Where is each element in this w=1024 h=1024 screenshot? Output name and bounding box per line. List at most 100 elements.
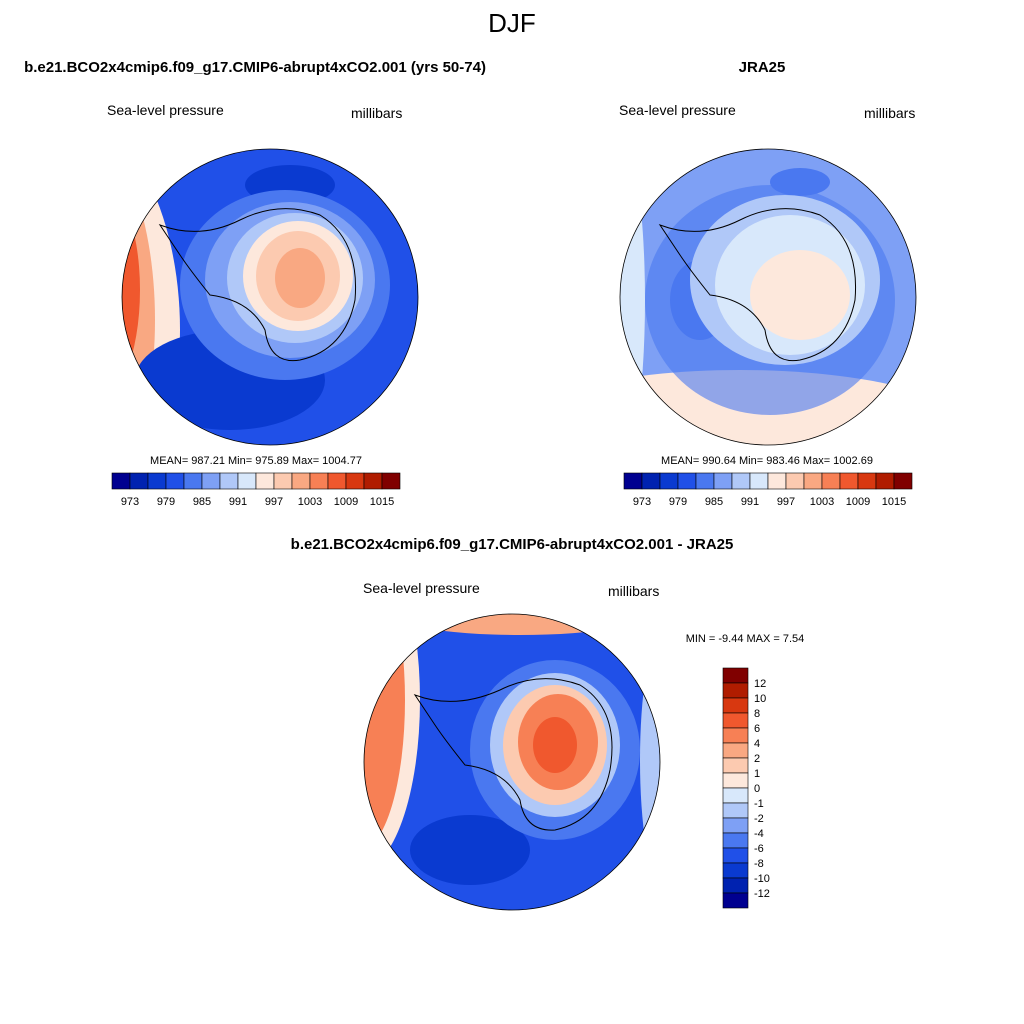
- colorbar-label: 997: [265, 496, 283, 508]
- colorbar-label: 0: [754, 783, 760, 795]
- colorbar-box: [875, 472, 895, 490]
- colorbar-box: [722, 817, 749, 834]
- colorbar-label: 1: [754, 768, 760, 780]
- colorbar-box: [722, 832, 749, 849]
- colorbar-label: 1003: [298, 496, 322, 508]
- colorbar-label: 6: [754, 723, 760, 735]
- colorbar-box: [309, 472, 329, 490]
- colorbar-label: 8: [754, 708, 760, 720]
- colorbar: 973 979 985 991 997 1003 1009 1015: [111, 472, 401, 508]
- colorbar-box: [722, 847, 749, 864]
- colorbar-box: [803, 472, 823, 490]
- colorbar-box: [273, 472, 293, 490]
- colorbar-label: 1003: [810, 496, 834, 508]
- colorbar-box: [201, 472, 221, 490]
- colorbar-box: [893, 472, 913, 490]
- colorbar-box: [641, 472, 661, 490]
- colorbar-box: [722, 712, 749, 729]
- panel-title: b.e21.BCO2x4cmip6.f09_g17.CMIP6-abrupt4x…: [291, 536, 734, 553]
- map-border: [121, 148, 419, 446]
- unit-label: millibars: [608, 583, 659, 599]
- colorbar-label: 1009: [334, 496, 358, 508]
- colorbar-box: [695, 472, 715, 490]
- colorbar-label: 979: [669, 496, 687, 508]
- colorbar: 973 979 985 991 997 1003 1009 1015: [623, 472, 913, 508]
- colorbar-label: 1015: [882, 496, 906, 508]
- colorbar-label: -8: [754, 858, 764, 870]
- colorbar-label: 4: [754, 738, 760, 750]
- colorbar-box: [659, 472, 679, 490]
- colorbar-box: [839, 472, 859, 490]
- colorbar-box: [722, 892, 749, 909]
- panel-title: JRA25: [739, 59, 786, 76]
- colorbar-box: [722, 727, 749, 744]
- colorbar-label: 991: [229, 496, 247, 508]
- map: [122, 149, 418, 445]
- colorbar-box: [749, 472, 769, 490]
- variable-label: Sea-level pressure: [107, 102, 224, 118]
- colorbar-box: [183, 472, 203, 490]
- colorbar-box: [381, 472, 401, 490]
- colorbar-box: [722, 742, 749, 759]
- colorbar-box: [363, 472, 383, 490]
- colorbar-label: 991: [741, 496, 759, 508]
- colorbar-label: 973: [633, 496, 651, 508]
- colorbar-box: [147, 472, 167, 490]
- colorbar-label: -4: [754, 828, 764, 840]
- variable-label: Sea-level pressure: [619, 102, 736, 118]
- colorbar-box: [219, 472, 239, 490]
- colorbar-label: 979: [157, 496, 175, 508]
- colorbar-box: [237, 472, 257, 490]
- colorbar-box: [327, 472, 347, 490]
- colorbar-box: [129, 472, 149, 490]
- colorbar-box: [722, 877, 749, 894]
- colorbar-label: 985: [705, 496, 723, 508]
- colorbar-label: -6: [754, 843, 764, 855]
- colorbar-label: 985: [193, 496, 211, 508]
- colorbar-label: -10: [754, 873, 770, 885]
- colorbar-box: [722, 667, 749, 684]
- colorbar-box: [722, 862, 749, 879]
- unit-label: millibars: [351, 105, 402, 121]
- colorbar-box: [677, 472, 697, 490]
- colorbar-label: 973: [121, 496, 139, 508]
- unit-label: millibars: [864, 105, 915, 121]
- colorbar-label: -1: [754, 798, 764, 810]
- colorbar-box: [722, 787, 749, 804]
- variable-label: Sea-level pressure: [363, 580, 480, 596]
- colorbar-box: [722, 757, 749, 774]
- colorbar-box: [722, 697, 749, 714]
- colorbar-box: [713, 472, 733, 490]
- colorbar-box: [345, 472, 365, 490]
- colorbar-label: 997: [777, 496, 795, 508]
- map-border: [363, 613, 661, 911]
- colorbar-box: [731, 472, 751, 490]
- colorbar-box: [767, 472, 787, 490]
- stats: MEAN= 990.64 Min= 983.46 Max= 1002.69: [661, 455, 873, 467]
- colorbar-box: [722, 802, 749, 819]
- map-border: [619, 148, 917, 446]
- stats: MIN = -9.44 MAX = 7.54: [686, 633, 805, 645]
- figure-title: DJF: [488, 8, 536, 38]
- colorbar-box: [857, 472, 877, 490]
- colorbar-label: 1015: [370, 496, 394, 508]
- panel-title: b.e21.BCO2x4cmip6.f09_g17.CMIP6-abrupt4x…: [24, 59, 486, 76]
- colorbar-box: [722, 682, 749, 699]
- colorbar-label: -2: [754, 813, 764, 825]
- colorbar-box: [165, 472, 185, 490]
- colorbar-box: [722, 772, 749, 789]
- stats: MEAN= 987.21 Min= 975.89 Max= 1004.77: [150, 455, 362, 467]
- colorbar-label: 1009: [846, 496, 870, 508]
- colorbar-label: 12: [754, 678, 766, 690]
- colorbar-box: [291, 472, 311, 490]
- colorbar-box: [785, 472, 805, 490]
- colorbar-box: [111, 472, 131, 490]
- colorbar-label: 2: [754, 753, 760, 765]
- colorbar-label: -12: [754, 888, 770, 900]
- colorbar-box: [821, 472, 841, 490]
- colorbar-box: [623, 472, 643, 490]
- colorbar-label: 10: [754, 693, 766, 705]
- colorbar-box: [255, 472, 275, 490]
